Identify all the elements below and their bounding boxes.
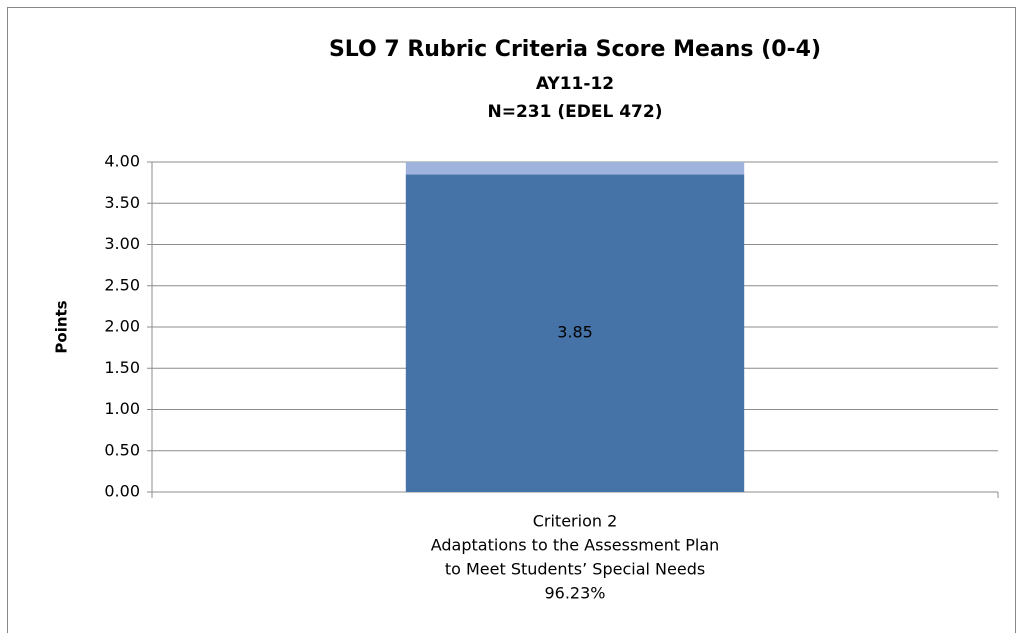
x-tick-label: to Meet Students’ Special Needs — [445, 560, 705, 579]
bar-segment — [405, 174, 745, 492]
y-tick-label: 1.50 — [104, 358, 140, 377]
y-tick-label: 0.50 — [104, 440, 140, 459]
y-tick-label: 3.00 — [104, 234, 140, 253]
y-tick-label: 0.00 — [104, 482, 140, 501]
y-tick-label: 2.50 — [104, 275, 140, 294]
y-tick-label: 3.50 — [104, 193, 140, 212]
y-tick-label: 2.00 — [104, 317, 140, 336]
y-tick-label: 1.00 — [104, 399, 140, 418]
x-tick-label: 96.23% — [544, 584, 605, 603]
chart-title: SLO 7 Rubric Criteria Score Means (0-4) — [329, 37, 821, 62]
chart-subtitle: AY11-12 — [536, 74, 614, 94]
x-tick-label: Adaptations to the Assessment Plan — [431, 536, 720, 555]
bar-segment — [405, 162, 745, 175]
y-tick-label: 4.00 — [104, 152, 140, 171]
chart-subtitle: N=231 (EDEL 472) — [488, 102, 663, 122]
data-label: 3.85 — [557, 323, 593, 342]
x-tick-label: Criterion 2 — [533, 512, 618, 531]
y-axis-label: Points — [53, 300, 71, 353]
